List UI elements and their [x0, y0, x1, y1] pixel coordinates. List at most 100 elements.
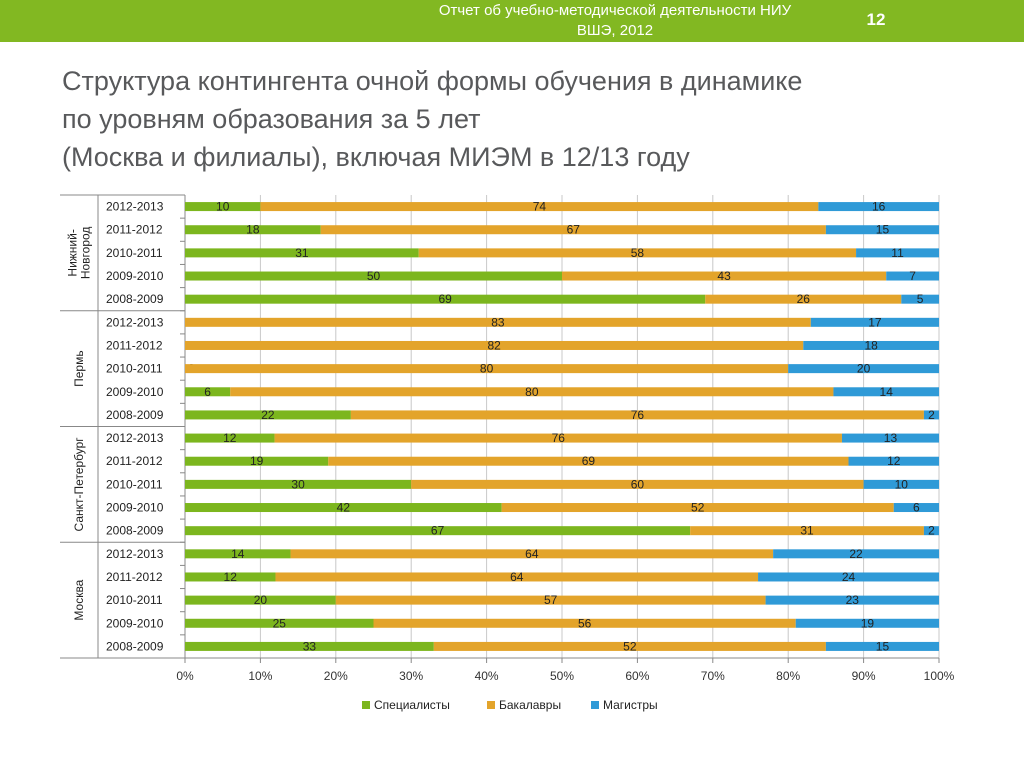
category-label: 2010-2011 [106, 593, 163, 607]
bar-segment [185, 364, 789, 374]
data-label: 22 [849, 547, 863, 561]
data-label: 15 [876, 223, 890, 237]
category-label: 2010-2011 [106, 477, 163, 491]
bar-segment [825, 641, 939, 651]
bar-segment [923, 410, 939, 420]
bar-segment [335, 595, 766, 605]
bar-segment [795, 618, 939, 628]
data-label: 69 [438, 292, 452, 306]
bar-segment [185, 202, 261, 212]
bar-segment [185, 225, 321, 235]
data-label: 11 [891, 246, 904, 260]
bar-segment [185, 641, 434, 651]
data-label: 67 [431, 524, 445, 538]
x-tick-label: 70% [701, 669, 725, 683]
bar-segment [185, 248, 419, 258]
category-label: 2011-2012 [106, 338, 163, 352]
data-label: 33 [303, 639, 317, 653]
data-label: 19 [250, 454, 264, 468]
data-label: 60 [631, 477, 645, 491]
x-tick-label: 60% [625, 669, 649, 683]
data-label: 5 [917, 292, 924, 306]
data-label: 80 [525, 385, 539, 399]
bar-segment [185, 479, 412, 489]
data-label: 67 [567, 223, 581, 237]
category-label: 2009-2010 [106, 385, 164, 399]
x-tick-label: 40% [475, 669, 499, 683]
category-label: 2012-2013 [106, 431, 164, 445]
bar-segment [290, 549, 774, 559]
data-label: 52 [623, 639, 637, 653]
bar-segment [185, 526, 691, 536]
bar-segment [848, 456, 939, 466]
bar-segment [185, 317, 811, 327]
data-label: 16 [872, 200, 886, 214]
data-label: 2 [928, 408, 935, 422]
bar-segment [274, 433, 842, 443]
bar-segment [185, 618, 374, 628]
data-label: 25 [273, 616, 287, 630]
legend-label: Магистры [603, 698, 658, 712]
x-tick-label: 20% [324, 669, 348, 683]
data-label: 31 [295, 246, 309, 260]
data-label: 7 [909, 269, 916, 283]
header-bar [0, 0, 1024, 42]
data-label: 10 [216, 200, 230, 214]
x-tick-label: 80% [776, 669, 800, 683]
data-label: 52 [691, 501, 705, 515]
x-tick-label: 30% [399, 669, 423, 683]
data-label: 80 [480, 362, 494, 376]
data-label: 14 [880, 385, 894, 399]
bar-segment [275, 572, 759, 582]
data-label: 12 [223, 431, 237, 445]
data-label: 10 [895, 477, 909, 491]
bar-segment [418, 248, 857, 258]
group-label: Пермь [72, 350, 86, 386]
data-label: 74 [533, 200, 547, 214]
bar-segment [230, 387, 834, 397]
group-label: Санкт-Петербург [72, 437, 86, 532]
data-label: 58 [631, 246, 645, 260]
bar-segment [185, 595, 336, 605]
data-label: 69 [582, 454, 596, 468]
bar-segment [185, 456, 329, 466]
bar-segment [788, 364, 939, 374]
data-label: 56 [578, 616, 592, 630]
data-label: 76 [631, 408, 645, 422]
data-label: 83 [491, 315, 505, 329]
bar-segment [185, 410, 351, 420]
bar-segment [185, 271, 562, 281]
bar-segment [373, 618, 796, 628]
bar-segment [833, 387, 939, 397]
category-label: 2008-2009 [106, 292, 164, 306]
bar-segment [320, 225, 826, 235]
bar-segment [886, 271, 939, 281]
bar-segment [765, 595, 939, 605]
bar-segment [818, 202, 939, 212]
data-label: 12 [887, 454, 901, 468]
data-label: 17 [868, 315, 882, 329]
page-number: 12 [866, 10, 886, 29]
report-title-line2: ВШЭ, 2012 [576, 22, 654, 39]
bar-segment [893, 503, 939, 513]
bar-segment [803, 340, 939, 350]
bar-segment [260, 202, 819, 212]
data-label: 18 [246, 223, 260, 237]
category-label: 2011-2012 [106, 223, 163, 237]
legend-label: Специалисты [374, 698, 450, 712]
legend-swatch [591, 701, 599, 709]
category-label: 2011-2012 [106, 454, 163, 468]
category-label: 2012-2013 [106, 547, 164, 561]
data-label: 31 [800, 524, 814, 538]
data-label: 12 [224, 570, 238, 584]
data-label: 64 [525, 547, 539, 561]
data-label: 6 [913, 501, 920, 515]
data-label: 76 [552, 431, 566, 445]
category-label: 2008-2009 [106, 524, 164, 538]
bar-segment [705, 294, 902, 304]
data-label: 64 [510, 570, 524, 584]
group-label: Нижний-Новгород [66, 227, 93, 280]
x-tick-label: 100% [924, 669, 955, 683]
legend-swatch [487, 701, 495, 709]
